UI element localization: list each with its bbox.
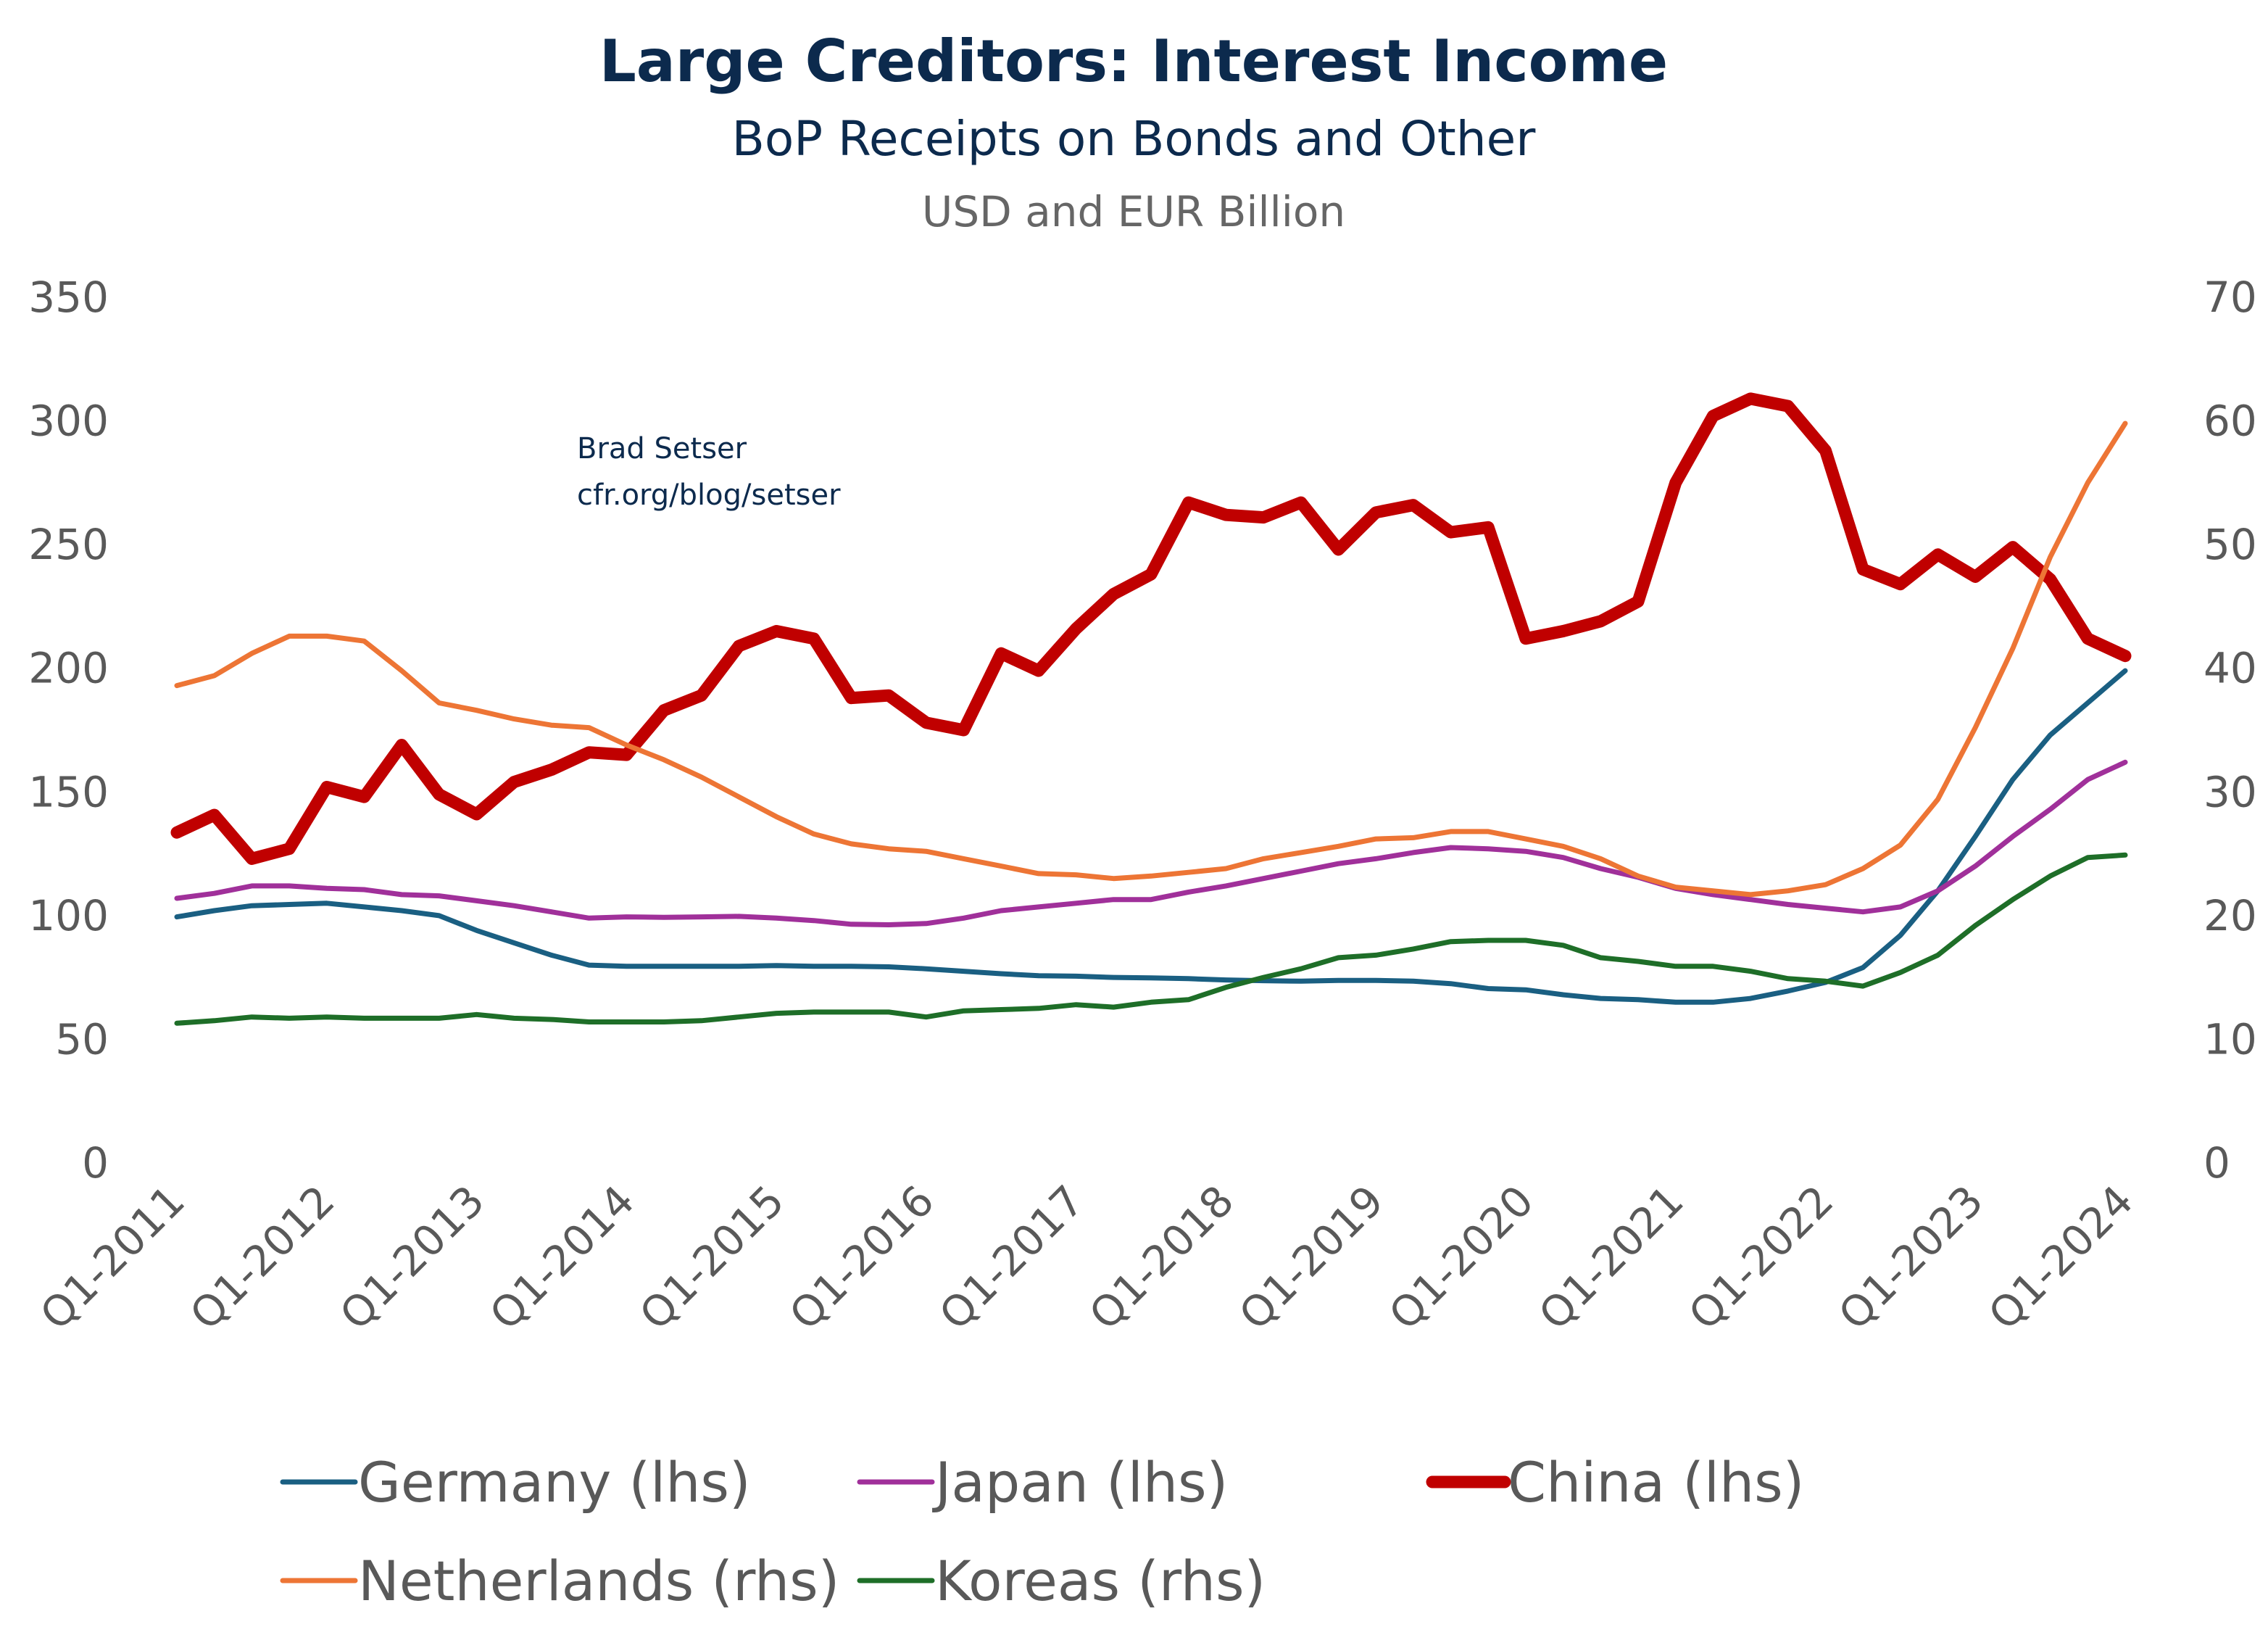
y-right-tick-label: 30 bbox=[2203, 767, 2257, 816]
legend-item: Germany (lhs) bbox=[280, 1450, 751, 1515]
y-left-tick-label: 150 bbox=[28, 767, 109, 816]
legend-item: China (lhs) bbox=[1426, 1450, 1804, 1515]
series-line-netherlands bbox=[174, 421, 2128, 898]
legend-item: Netherlands (rhs) bbox=[280, 1549, 839, 1613]
series-lines bbox=[170, 392, 2132, 1026]
y-left-tick-label: 300 bbox=[28, 397, 109, 446]
x-tick-label: Q1-2013 bbox=[331, 1176, 494, 1340]
author-annotation: Brad Setser bbox=[577, 432, 747, 465]
y-left-tick-label: 50 bbox=[55, 1014, 109, 1064]
x-tick-label: Q1-2020 bbox=[1379, 1176, 1543, 1340]
x-tick-label: Q1-2011 bbox=[30, 1176, 194, 1340]
x-tick-label: Q1-2014 bbox=[481, 1176, 644, 1340]
x-tick-label: Q1-2017 bbox=[930, 1176, 1094, 1340]
y-right-tick-label: 50 bbox=[2203, 520, 2257, 569]
chart-subtitle: BoP Receipts on Bonds and Other bbox=[732, 111, 1537, 167]
y-right-tick-label: 20 bbox=[2203, 891, 2257, 940]
legend-item: Japan (lhs) bbox=[857, 1450, 1228, 1515]
blog-annotation: cfr.org/blog/setser bbox=[577, 479, 841, 512]
legend-label: China (lhs) bbox=[1508, 1450, 1804, 1515]
x-tick-label: Q1-2024 bbox=[1979, 1176, 2143, 1340]
y-right-tick-label: 10 bbox=[2203, 1014, 2257, 1064]
y-right-tick-label: 0 bbox=[2203, 1138, 2230, 1188]
y-axis-right: 0 10 20 30 40 50 60 70 bbox=[2203, 273, 2257, 1188]
series-line-koreas bbox=[174, 852, 2128, 1026]
y-axis-left: 0 50 100 150 200 250 300 350 bbox=[28, 273, 109, 1188]
y-left-tick-label: 0 bbox=[82, 1138, 109, 1188]
x-tick-label: Q1-2023 bbox=[1829, 1176, 1993, 1340]
legend: Germany (lhs) Japan (lhs) China (lhs) Nethe… bbox=[280, 1450, 1804, 1613]
legend-label: Germany (lhs) bbox=[358, 1450, 751, 1515]
chart-units: USD and EUR Billion bbox=[922, 187, 1345, 236]
chart-title: Large Creditors: Interest Income bbox=[599, 28, 1668, 95]
series-line-china bbox=[170, 392, 2132, 865]
y-right-tick-label: 60 bbox=[2203, 397, 2257, 446]
legend-label: Japan (lhs) bbox=[932, 1450, 1228, 1515]
y-right-tick-label: 70 bbox=[2203, 273, 2257, 322]
x-tick-label: Q1-2022 bbox=[1679, 1176, 1843, 1340]
series-line-germany bbox=[174, 668, 2128, 1005]
legend-label: Netherlands (rhs) bbox=[358, 1549, 839, 1613]
y-left-tick-label: 250 bbox=[28, 520, 109, 569]
x-tick-label: Q1-2016 bbox=[780, 1176, 944, 1340]
y-left-tick-label: 350 bbox=[28, 273, 109, 322]
y-right-tick-label: 40 bbox=[2203, 644, 2257, 693]
x-tick-label: Q1-2018 bbox=[1080, 1176, 1244, 1340]
x-tick-label: Q1-2019 bbox=[1229, 1176, 1393, 1340]
legend-item: Koreas (rhs) bbox=[857, 1549, 1266, 1613]
x-axis: Q1-2011Q1-2012Q1-2013Q1-2014Q1-2015Q1-20… bbox=[30, 1176, 2143, 1340]
y-left-tick-label: 100 bbox=[28, 891, 109, 940]
x-tick-label: Q1-2021 bbox=[1529, 1176, 1693, 1340]
x-tick-label: Q1-2012 bbox=[180, 1176, 344, 1340]
series-line-japan bbox=[174, 759, 2128, 927]
x-tick-label: Q1-2015 bbox=[630, 1176, 794, 1340]
legend-label: Koreas (rhs) bbox=[935, 1549, 1266, 1613]
y-left-tick-label: 200 bbox=[28, 644, 109, 693]
